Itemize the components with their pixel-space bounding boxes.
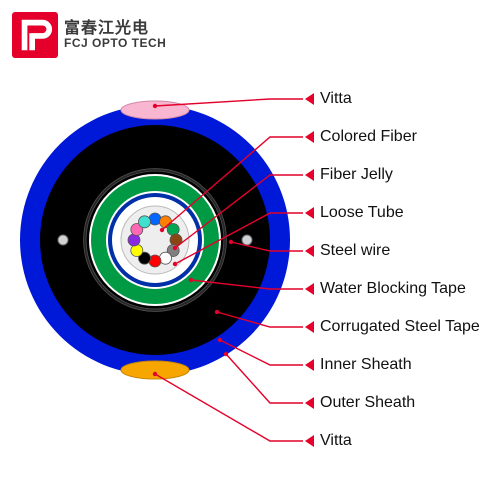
- logo-en: FCJ OPTO TECH: [64, 37, 166, 50]
- caret-icon: [305, 245, 314, 257]
- label-text: Fiber Jelly: [320, 166, 393, 184]
- caret-icon: [305, 321, 314, 333]
- logo-cn: 富春江光电: [64, 20, 166, 38]
- label-steel-wire: Steel wire: [305, 232, 480, 270]
- label-text: Vitta: [320, 90, 352, 108]
- label-water-blocking-tape: Water Blocking Tape: [305, 270, 480, 308]
- caret-icon: [305, 435, 314, 447]
- caret-icon: [305, 207, 314, 219]
- label-outer-sheath: Outer Sheath: [305, 384, 480, 422]
- label-text: Steel wire: [320, 242, 390, 260]
- label-inner-sheath: Inner Sheath: [305, 346, 480, 384]
- label-text: Outer Sheath: [320, 394, 415, 412]
- caret-icon: [305, 93, 314, 105]
- label-corrugated-steel-tape: Corrugated Steel Tape: [305, 308, 480, 346]
- label-text: Corrugated Steel Tape: [320, 318, 480, 336]
- label-colored-fiber: Colored Fiber: [305, 118, 480, 156]
- label-vitta: Vitta: [305, 80, 480, 118]
- caret-icon: [305, 283, 314, 295]
- label-text: Colored Fiber: [320, 128, 417, 146]
- label-vitta: Vitta: [305, 422, 480, 460]
- label-text: Vitta: [320, 432, 352, 450]
- caret-icon: [305, 397, 314, 409]
- label-text: Inner Sheath: [320, 356, 412, 374]
- caret-icon: [305, 169, 314, 181]
- logo-mark: [12, 12, 58, 58]
- logo-text: 富春江光电 FCJ OPTO TECH: [64, 20, 166, 51]
- logo-fg-icon: [16, 16, 54, 54]
- caret-icon: [305, 131, 314, 143]
- caret-icon: [305, 359, 314, 371]
- logo: 富春江光电 FCJ OPTO TECH: [12, 12, 166, 58]
- label-column: Vitta Colored Fiber Fiber Jelly Loose Tube S…: [305, 80, 480, 460]
- label-text: Water Blocking Tape: [320, 280, 466, 298]
- label-fiber-jelly: Fiber Jelly: [305, 156, 480, 194]
- label-text: Loose Tube: [320, 204, 404, 222]
- cable-cross-section: [15, 100, 295, 380]
- label-loose-tube: Loose Tube: [305, 194, 480, 232]
